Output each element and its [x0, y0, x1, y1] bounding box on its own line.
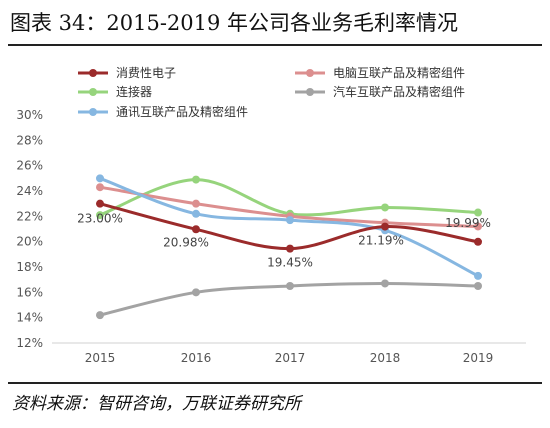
source-note: 资料来源：智研咨询，万联证券研究所	[12, 394, 301, 414]
data-point	[192, 288, 200, 297]
bottom-rule	[8, 382, 542, 384]
y-tick-label: 16%	[16, 285, 43, 299]
legend-swatch-marker	[89, 69, 97, 77]
x-tick-label: 2018	[370, 351, 401, 365]
data-point	[381, 279, 389, 288]
series-0	[96, 199, 482, 253]
y-tick-label: 14%	[16, 311, 43, 325]
legend-swatch-marker	[306, 69, 314, 77]
x-tick-label: 2019	[463, 351, 494, 365]
legend-swatch-marker	[89, 108, 97, 116]
legend-item-0: 消费性电子	[78, 66, 176, 80]
data-point	[96, 211, 104, 220]
x-axis: 2015 2016 2017 2018 2019	[52, 342, 526, 365]
top-rule	[8, 44, 542, 46]
data-point	[286, 282, 294, 290]
y-tick-label: 24%	[16, 184, 43, 198]
legend-swatch-marker	[89, 88, 97, 96]
y-tick-label: 26%	[16, 159, 43, 173]
data-point	[192, 175, 200, 184]
data-label: 20.98%	[163, 235, 209, 249]
legend-item-2: 连接器	[78, 84, 152, 99]
data-label: 19.99%	[445, 216, 491, 230]
legend-label: 电脑互联产品及精密组件	[333, 65, 465, 80]
data-label-layer: 23.00% 20.98% 19.45% 21.19% 19.99%	[77, 212, 491, 270]
data-point	[192, 209, 200, 218]
data-point	[381, 203, 389, 212]
legend-label: 消费性电子	[116, 66, 176, 80]
data-point	[96, 174, 104, 183]
y-tick-label: 12%	[16, 336, 43, 350]
x-tick-label: 2016	[181, 351, 212, 365]
data-label: 19.45%	[267, 256, 313, 270]
legend-item-4: 通讯互联产品及精密组件	[78, 104, 248, 119]
data-point	[474, 282, 482, 290]
legend-swatch-marker	[306, 88, 314, 96]
y-tick-label: 22%	[16, 209, 43, 223]
y-tick-label: 20%	[16, 235, 43, 249]
data-point	[474, 237, 482, 246]
data-point	[96, 199, 104, 208]
legend-label: 汽车互联产品及精密组件	[333, 84, 465, 99]
data-point	[286, 216, 294, 225]
data-point	[474, 208, 482, 217]
x-tick-label: 2017	[275, 351, 306, 365]
legend-item-1: 电脑互联产品及精密组件	[295, 65, 465, 80]
data-label: 21.19%	[358, 234, 404, 248]
data-point	[474, 222, 482, 231]
data-point	[96, 311, 104, 320]
y-tick-label: 30%	[16, 108, 43, 122]
figure-title: 图表 34：2015-2019 年公司各业务毛利率情况	[10, 11, 459, 35]
data-point	[192, 225, 200, 234]
data-point	[381, 222, 389, 231]
legend-label: 通讯互联产品及精密组件	[116, 104, 248, 119]
data-label: 23.00%	[77, 212, 123, 226]
y-tick-label: 18%	[16, 260, 43, 274]
data-point	[474, 271, 482, 280]
data-point	[286, 244, 294, 253]
data-point	[96, 183, 104, 192]
legend-item-3: 汽车互联产品及精密组件	[295, 84, 465, 99]
data-point	[192, 199, 200, 208]
x-tick-label: 2015	[85, 351, 116, 365]
series-3	[96, 279, 482, 320]
legend-label: 连接器	[116, 84, 152, 99]
y-tick-label: 28%	[16, 133, 43, 147]
y-axis: 12% 14% 16% 18% 20% 22% 24% 26% 28% 30%	[16, 108, 43, 350]
series-4	[96, 174, 482, 280]
series-layer	[96, 174, 482, 320]
